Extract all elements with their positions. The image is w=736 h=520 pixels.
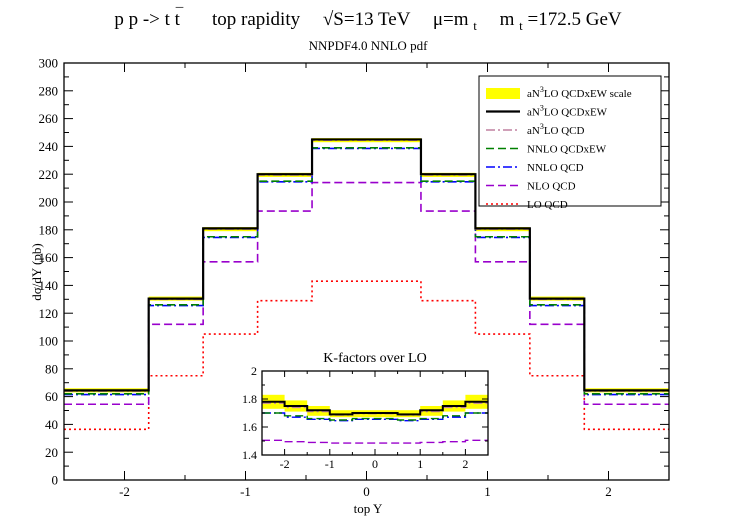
main-axes: -2 -1 0 1 2020406080100120140160180200220240… (39, 56, 670, 499)
main-y-tick-label: 20 (45, 445, 58, 460)
title-bar: ¯ (175, 6, 184, 22)
main-y-tick-label: 160 (39, 250, 59, 265)
inset-x-tick-label: 2 (462, 457, 468, 471)
main-y-tick-label: 120 (39, 306, 59, 321)
legend-label-main: aN (527, 107, 540, 119)
legend-label-nnlo-qcd: NNLO QCD (527, 162, 584, 174)
legend-label-main: NNLO QCD (527, 162, 584, 174)
legend-label-nnlo-qcdxew: NNLO QCDxEW (527, 144, 607, 156)
inset-series-nlo-qcd (262, 439, 488, 444)
main-y-tick-label: 60 (45, 389, 58, 404)
inset-x-tick-label: -1 (325, 457, 335, 471)
main-y-tick-label: 280 (39, 83, 59, 98)
main-y-tick-label: 0 (52, 473, 59, 488)
inset-y-tick-label: 1.4 (242, 448, 257, 462)
legend-label-an3lo-qcd: aN3LO QCD (527, 122, 585, 137)
main-y-tick-label: 100 (39, 334, 59, 349)
main-y-tick-label: 40 (45, 417, 58, 432)
legend-label-nlo-qcd: NLO QCD (527, 181, 576, 193)
inset-axes: -2 -1 0 1 2 1.4 1.6 1.8 2 (242, 364, 489, 471)
legend-swatch-band (486, 88, 520, 99)
main-y-tick-label: 80 (45, 361, 58, 376)
inset-title: K-factors over LO (323, 351, 426, 366)
x-axis-label: top Y (354, 501, 383, 516)
main-y-tick-label: 260 (39, 111, 59, 126)
inset-x-tick-label: 0 (372, 457, 378, 471)
legend-label-sup: 3 (540, 122, 544, 131)
legend-label-band: aN3LO QCDxEW scale (527, 85, 632, 100)
legend-label-sup: 3 (540, 85, 544, 94)
legend-label-main: aN (527, 88, 540, 100)
inset-y-tick-label: 2 (251, 364, 257, 378)
legend-label-lo-qcd: LO QCD (527, 199, 568, 211)
inset-series-an3lo-qcdxew (262, 400, 488, 416)
main-x-tick-label: 1 (484, 484, 491, 499)
legend-label-rest: LO QCDxEW scale (544, 88, 632, 100)
inset-y-tick-label: 1.6 (242, 420, 257, 434)
inset-y-tick-label: 1.8 (242, 392, 257, 406)
inset-x-tick-label: 1 (417, 457, 423, 471)
main-x-tick-label: -2 (119, 484, 130, 499)
main-series-nnlo-qcdxew (64, 146, 669, 395)
inset-x-tick-label: -2 (280, 457, 290, 471)
chart-subtitle: NNPDF4.0 NNLO pdf (309, 38, 428, 53)
main-y-tick-label: 220 (39, 167, 59, 182)
legend-label-sup: 3 (540, 104, 544, 113)
y-axis-label: dσ/dY (pb) (29, 243, 44, 300)
inset-chart: -2 -1 0 1 2 1.4 1.6 1.8 2 K-factors over LO (242, 351, 489, 471)
legend-label-main: LO QCD (527, 199, 568, 211)
legend-label-main: aN (527, 125, 540, 137)
main-x-tick-label: -1 (240, 484, 251, 499)
inset-series-layer (262, 400, 488, 444)
main-series-lo-qcd (64, 280, 669, 431)
main-x-tick-label: 0 (363, 484, 370, 499)
main-series-nnlo-qcd (64, 147, 669, 396)
main-series-nlo-qcd (64, 181, 669, 406)
legend-label-rest: LO QCD (544, 125, 585, 137)
main-y-tick-label: 240 (39, 139, 59, 154)
main-y-tick-label: 140 (39, 278, 59, 293)
main-series-layer (64, 138, 669, 431)
legend-label-rest: LO QCDxEW (544, 107, 608, 119)
legend-label-main: NLO QCD (527, 181, 576, 193)
main-y-tick-label: 300 (39, 56, 59, 71)
main-y-tick-label: 180 (39, 222, 59, 237)
main-series-an3lo-qcdxew (64, 138, 669, 392)
main-y-tick-label: 200 (39, 195, 59, 210)
legend-label-main: NNLO QCDxEW (527, 144, 607, 156)
chart-title: p p -> t t ¯ top rapidity √S=13 TeV μ=m … (114, 2, 622, 35)
legend-label-an3lo-qcdxew: aN3LO QCDxEW (527, 104, 608, 119)
main-x-tick-label: 2 (605, 484, 612, 499)
inset-series-nnlo-qcdxew (262, 412, 488, 421)
